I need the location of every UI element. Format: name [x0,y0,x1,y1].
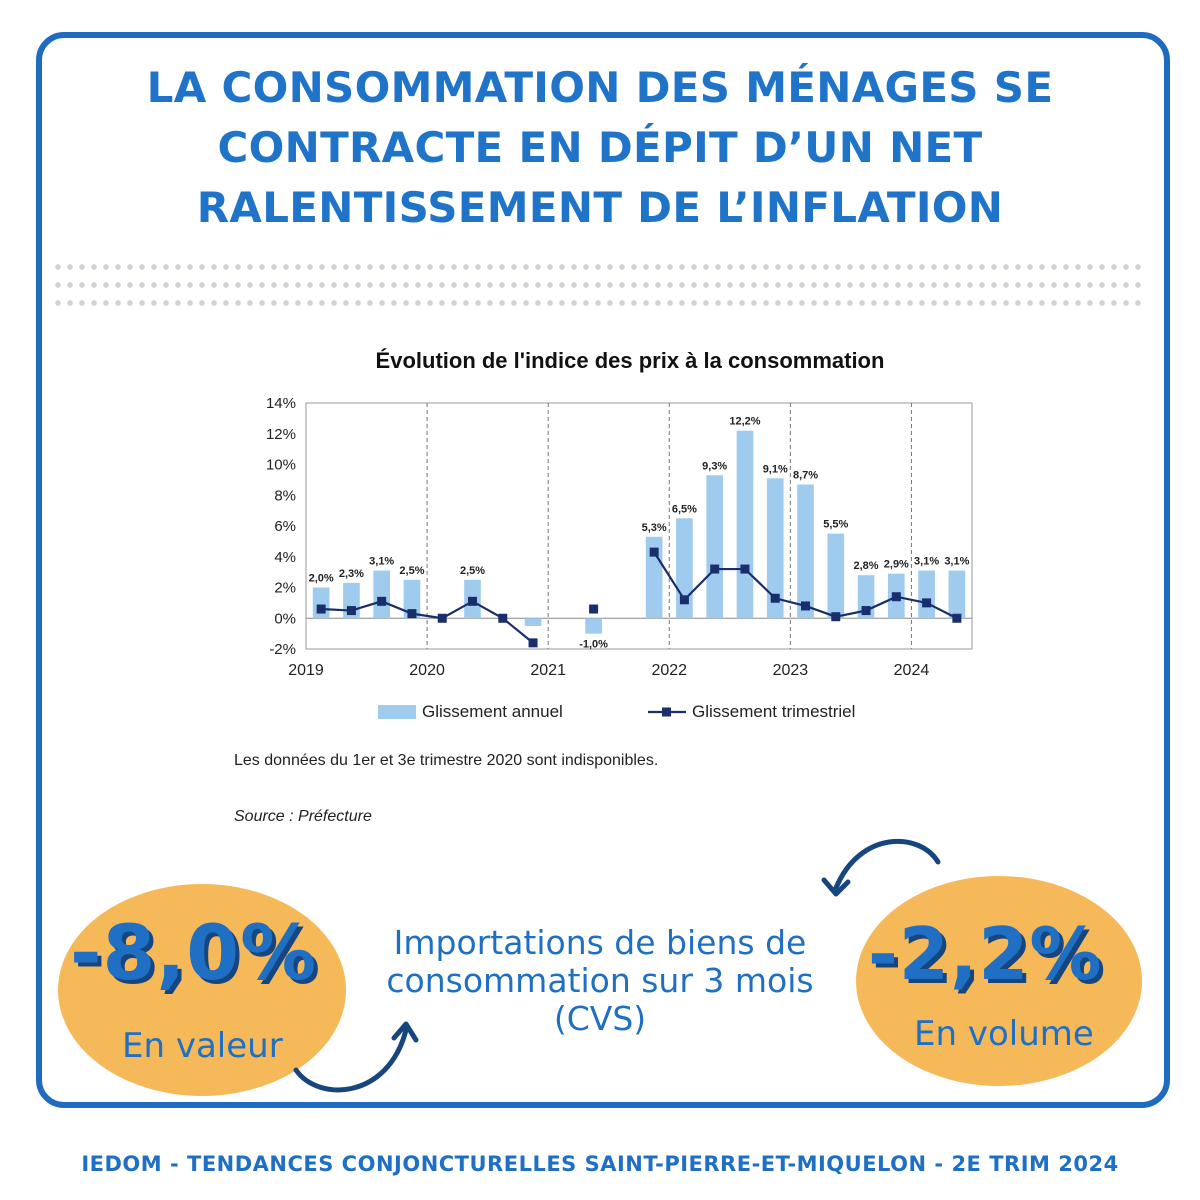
line-marker [528,638,538,648]
bar-data-label: 9,3% [702,460,727,472]
volume-change-figure: -2,2% [868,912,1103,996]
line-marker [589,604,599,614]
x-tick-label: 2023 [773,662,809,679]
bar [373,570,391,619]
dotted-divider [52,264,1144,270]
bar [736,430,754,619]
line-marker [407,609,417,619]
line-marker [831,612,841,622]
bar [524,618,542,626]
chart-source: Source : Préfecture [234,808,372,825]
bar-data-label: -1,0% [579,639,608,651]
cpi-chart: -2% 0% 2% 4% 6% 8% 10% 12% 14% 2019 2020 2021 2022 20… [266,395,973,721]
legend-line-marker [662,707,671,717]
bar-data-label: 3,1% [944,556,969,568]
bar-data-label: 9,1% [763,463,788,475]
bar-data-label: 8,7% [793,469,818,481]
y-tick-label: 0% [274,610,296,627]
imports-description-line-2: consommation sur 3 mois [386,961,814,1000]
chart-title: Évolution de l'indice des prix à la cons… [375,348,885,373]
bar-data-label: 12,2% [729,416,760,428]
line-marker [922,598,932,608]
bar-data-label: 2,8% [854,560,879,572]
line-marker [891,592,901,602]
chart-note: Les données du 1er et 3e trimestre 2020 … [234,752,659,769]
x-tick-label: 2019 [288,662,324,679]
volume-bubble [856,876,1142,1086]
bar-data-label: 2,5% [460,565,485,577]
line-marker [468,596,477,606]
y-tick-label: 2% [274,580,296,597]
x-tick-label: 2024 [894,662,930,679]
headline-line-2: CONTRACTE EN DÉPIT D’UN NET [217,123,983,172]
bar-data-label: 5,5% [823,519,848,531]
series-line [321,600,534,644]
dotted-divider [52,300,1144,306]
line-marker [679,595,689,605]
bar [706,475,724,619]
x-tick-label: 2020 [409,662,445,679]
bar [585,618,602,634]
curved-arrow-icon [293,1021,419,1093]
bar [312,587,330,619]
y-tick-label: 4% [274,549,296,566]
headline-line-1: LA CONSOMMATION DES MÉNAGES SE [146,63,1054,112]
legend-label: Glissement trimestriel [692,702,855,721]
bar [948,570,966,619]
x-tick-label: 2022 [651,662,687,679]
line-marker [437,613,447,623]
line-marker [498,613,508,623]
bar-data-label: 2,5% [399,565,424,577]
bar [797,484,814,619]
imports-description-line-1: Importations de biens de [393,923,807,962]
headline-line-3: RALENTISSEMENT DE L’INFLATION [196,183,1004,232]
volume-change-label: En volume [914,1014,1094,1054]
value-change-label: En valeur [122,1026,283,1066]
line-marker [710,564,720,574]
line-marker [861,606,871,616]
bar-data-label: 2,3% [339,568,364,580]
y-tick-label: 10% [266,457,296,474]
bar-data-label: 2,0% [309,573,334,585]
bar [403,579,421,619]
line-marker [649,547,659,557]
legend-label: Glissement annuel [422,702,563,721]
line-marker [952,613,962,623]
legend-bar-swatch [378,705,416,719]
line-marker [346,606,356,616]
footer: IEDOM - TENDANCES CONJONCTURELLES SAINT-… [81,1152,1119,1176]
line-marker [377,596,387,606]
bar [918,570,935,619]
line-marker [740,564,750,574]
bar [766,478,784,619]
bar [827,533,845,619]
bar-data-label: 5,3% [642,522,667,534]
curved-arrow-icon [821,839,941,897]
value-change-figure: -8,0% [70,908,318,997]
bar-data-label: 3,1% [369,556,394,568]
imports-description: Importations de biens de consommation su… [370,924,830,1038]
imports-description-line-3: (CVS) [553,999,647,1038]
bar-data-label: 2,9% [884,559,909,571]
line-marker [801,601,810,611]
y-tick-label: 8% [274,487,296,504]
bar-data-label: 3,1% [914,556,939,568]
y-tick-label: 6% [274,518,296,535]
y-tick-label: -2% [269,641,296,658]
line-marker [770,593,780,603]
bar-data-label: 6,5% [672,503,697,515]
headline: LA CONSOMMATION DES MÉNAGES SE CONTRACTE… [80,58,1120,238]
value-bubble [58,884,346,1096]
y-tick-label: 12% [266,426,296,443]
y-tick-label: 14% [266,395,296,412]
x-tick-label: 2021 [530,662,566,679]
line-marker [316,604,326,614]
dotted-divider [52,282,1144,288]
